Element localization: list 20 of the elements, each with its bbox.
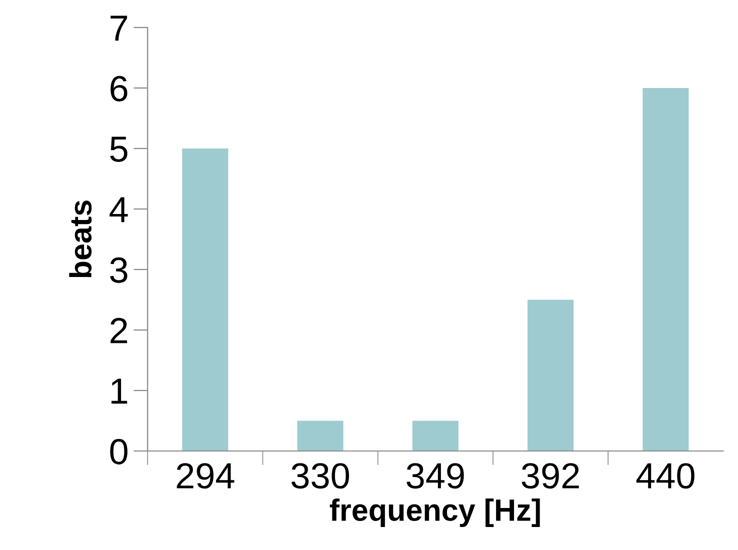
y-tick-label: 3 — [110, 257, 128, 283]
bar — [182, 148, 228, 451]
bar — [528, 300, 574, 451]
y-tick-label: 6 — [110, 76, 128, 102]
x-tick-label: 392 — [522, 463, 579, 489]
y-tick-label: 0 — [110, 438, 128, 464]
y-tick-label: 4 — [110, 197, 128, 222]
x-tick-label: 294 — [176, 463, 234, 489]
x-tick-label: 330 — [292, 463, 350, 489]
x-tick-label: 349 — [406, 463, 464, 489]
bar — [297, 420, 344, 451]
bar — [412, 420, 458, 451]
y-tick-label: 5 — [110, 136, 128, 162]
y-tick-label: 7 — [110, 16, 128, 41]
y-tick-label: 1 — [112, 378, 128, 404]
bar — [642, 88, 689, 451]
y-tick-label: 2 — [110, 318, 128, 344]
y-axis-title: beats — [69, 200, 92, 278]
x-tick-label: 440 — [636, 463, 694, 489]
x-axis-title: frequency [Hz] — [330, 498, 540, 528]
